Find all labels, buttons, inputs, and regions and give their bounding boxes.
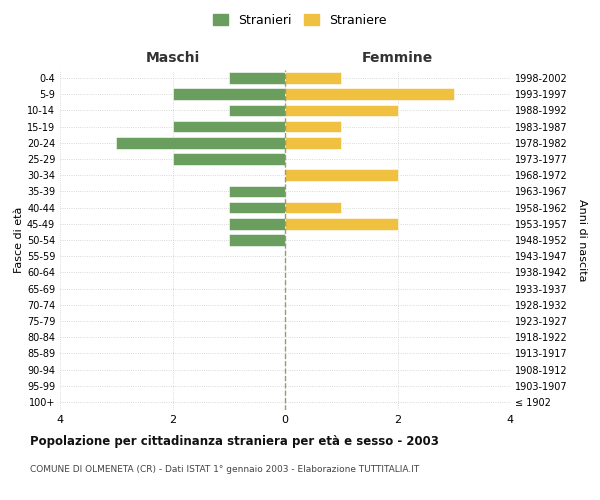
Bar (285, 137, 341, 148)
Legend: Stranieri, Straniere: Stranieri, Straniere (208, 8, 392, 32)
Bar (285, 121, 341, 132)
Bar (229, 72, 285, 84)
Y-axis label: Fasce di età: Fasce di età (14, 207, 24, 273)
Bar (229, 218, 285, 230)
Text: Femmine: Femmine (362, 51, 433, 65)
Bar (285, 88, 454, 100)
Bar (229, 104, 285, 117)
Bar (285, 72, 341, 84)
Bar (285, 218, 398, 230)
Bar (285, 104, 398, 117)
Text: COMUNE DI OLMENETA (CR) - Dati ISTAT 1° gennaio 2003 - Elaborazione TUTTITALIA.I: COMUNE DI OLMENETA (CR) - Dati ISTAT 1° … (30, 465, 419, 474)
Text: Popolazione per cittadinanza straniera per età e sesso - 2003: Popolazione per cittadinanza straniera p… (30, 435, 439, 448)
Bar (285, 202, 341, 213)
Bar (229, 186, 285, 198)
Y-axis label: Anni di nascita: Anni di nascita (577, 198, 587, 281)
Bar (285, 170, 398, 181)
Bar (173, 153, 285, 165)
Bar (229, 234, 285, 246)
Bar (116, 137, 285, 148)
Bar (173, 88, 285, 100)
Bar (229, 202, 285, 213)
Bar (173, 121, 285, 132)
Text: Maschi: Maschi (145, 51, 200, 65)
